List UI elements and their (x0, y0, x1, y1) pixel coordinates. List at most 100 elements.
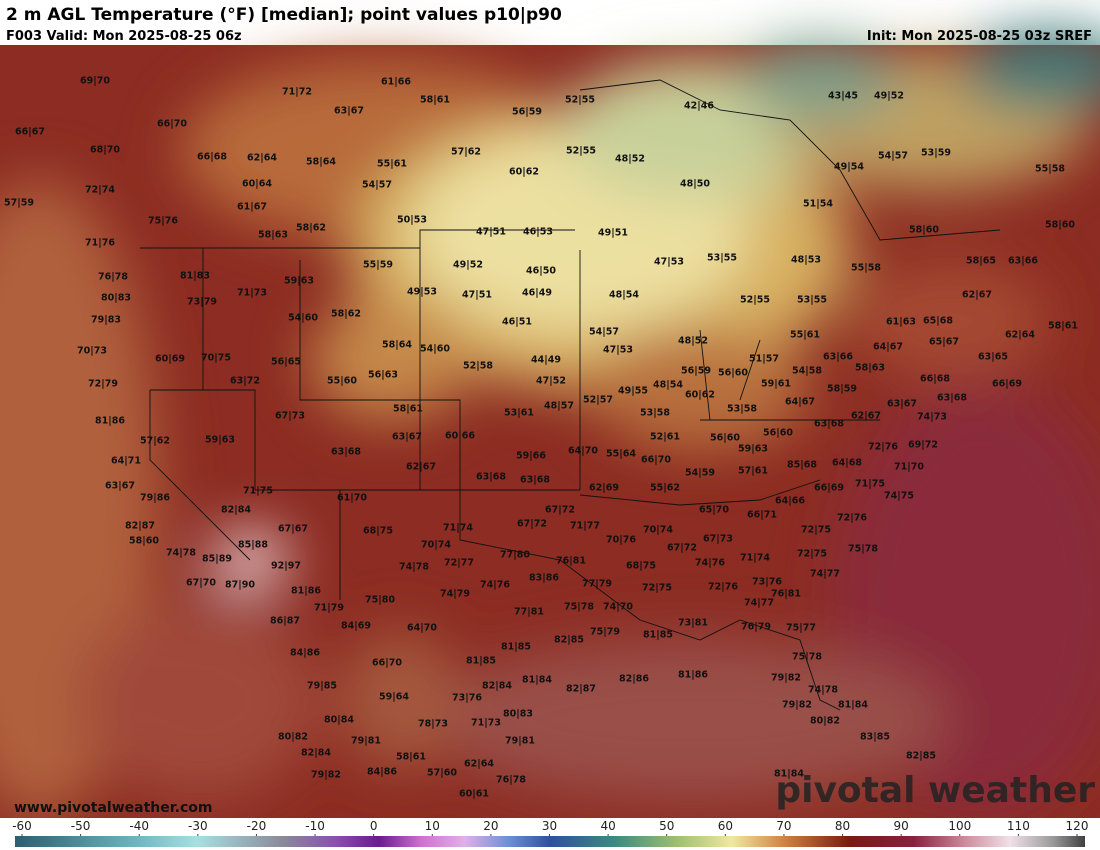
point-value: 74|77 (810, 569, 840, 580)
point-value: 74|77 (744, 598, 774, 609)
point-value: 67|72 (667, 543, 697, 554)
point-value: 79|82 (771, 673, 801, 684)
point-value: 58|61 (396, 752, 426, 763)
colorbar-tick-label: 10 (425, 819, 440, 833)
colorbar-tick-label: -40 (129, 819, 149, 833)
point-value: 67|72 (517, 519, 547, 530)
point-value: 62|69 (589, 483, 619, 494)
point-value: 62|67 (962, 290, 992, 301)
point-value: 71|79 (314, 603, 344, 614)
point-value: 63|65 (978, 352, 1008, 363)
point-value: 51|57 (749, 354, 779, 365)
point-value: 82|87 (125, 521, 155, 532)
point-value: 53|58 (640, 408, 670, 419)
point-value: 59|66 (516, 451, 546, 462)
point-value: 49|51 (598, 228, 628, 239)
point-value: 43|45 (828, 91, 858, 102)
point-value: 54|59 (685, 468, 715, 479)
point-value: 64|70 (568, 446, 598, 457)
point-value: 64|71 (111, 456, 141, 467)
point-value: 60|62 (685, 390, 715, 401)
point-value: 56|59 (512, 107, 542, 118)
point-value: 62|67 (406, 462, 436, 473)
point-value: 82|85 (906, 751, 936, 762)
point-value: 60|66 (445, 431, 475, 442)
point-value: 73|76 (752, 577, 782, 588)
point-value: 66|70 (641, 455, 671, 466)
point-value: 54|60 (420, 344, 450, 355)
point-value: 63|68 (331, 447, 361, 458)
point-value: 46|51 (502, 317, 532, 328)
point-value: 70|73 (77, 346, 107, 357)
colorbar-tick-label: 60 (718, 819, 733, 833)
point-value: 48|50 (680, 179, 710, 190)
point-value: 66|68 (920, 374, 950, 385)
point-value: 66|70 (372, 658, 402, 669)
point-value: 47|53 (603, 345, 633, 356)
point-value: 71|74 (740, 553, 770, 564)
point-value: 56|60 (718, 368, 748, 379)
point-value: 72|76 (868, 442, 898, 453)
point-value: 56|59 (681, 366, 711, 377)
point-value: 81|86 (95, 416, 125, 427)
point-value: 49|54 (834, 162, 864, 173)
point-value: 78|73 (418, 719, 448, 730)
point-value: 80|84 (324, 715, 354, 726)
point-value: 84|86 (367, 767, 397, 778)
point-value: 54|57 (589, 327, 619, 338)
point-value: 48|53 (791, 255, 821, 266)
point-value: 83|85 (860, 732, 890, 743)
point-value: 81|83 (180, 271, 210, 282)
point-value: 54|57 (362, 180, 392, 191)
point-value: 49|52 (453, 260, 483, 271)
colorbar-tick-label: 0 (370, 819, 378, 833)
point-value: 65|68 (923, 316, 953, 327)
point-value: 70|75 (201, 353, 231, 364)
point-value: 53|61 (504, 408, 534, 419)
point-value: 63|68 (937, 393, 967, 404)
point-value: 42|46 (684, 101, 714, 112)
point-value: 71|77 (570, 521, 600, 532)
point-value: 74|78 (399, 562, 429, 573)
point-value: 71|75 (243, 486, 273, 497)
point-value: 64|67 (785, 397, 815, 408)
point-value: 47|51 (476, 227, 506, 238)
point-value: 63|72 (230, 376, 260, 387)
point-value: 71|74 (443, 523, 473, 534)
point-value: 63|68 (520, 475, 550, 486)
point-value: 65|67 (929, 337, 959, 348)
point-value: 49|53 (407, 287, 437, 298)
point-value: 55|58 (1035, 164, 1065, 175)
point-value: 58|59 (827, 384, 857, 395)
point-value: 75|77 (786, 623, 816, 634)
point-value: 87|90 (225, 580, 255, 591)
point-value: 61|66 (381, 77, 411, 88)
point-value: 47|51 (462, 290, 492, 301)
point-value: 60|62 (509, 167, 539, 178)
point-value: 82|84 (221, 505, 251, 516)
point-value: 57|59 (4, 198, 34, 209)
point-value: 49|55 (618, 386, 648, 397)
point-value: 75|79 (590, 627, 620, 638)
point-value: 75|76 (148, 216, 178, 227)
colorbar-tick-label: 110 (1007, 819, 1030, 833)
point-value: 64|66 (775, 496, 805, 507)
point-value: 79|82 (782, 700, 812, 711)
point-value: 81|86 (291, 586, 321, 597)
point-value: 72|74 (85, 185, 115, 196)
point-value: 59|63 (284, 276, 314, 287)
point-value: 46|50 (526, 266, 556, 277)
colorbar-tick-label: 30 (542, 819, 557, 833)
point-value: 76|81 (771, 589, 801, 600)
point-value: 52|57 (583, 395, 613, 406)
point-value: 58|62 (331, 309, 361, 320)
colorbar-tick-label: 40 (600, 819, 615, 833)
point-value: 80|83 (101, 293, 131, 304)
point-value: 59|63 (738, 444, 768, 455)
colorbar-tick-label: -20 (247, 819, 267, 833)
point-value: 69|70 (80, 76, 110, 87)
point-value: 70|76 (606, 535, 636, 546)
point-value: 74|75 (884, 491, 914, 502)
point-value: 72|75 (642, 583, 672, 594)
point-value: 58|61 (393, 404, 423, 415)
